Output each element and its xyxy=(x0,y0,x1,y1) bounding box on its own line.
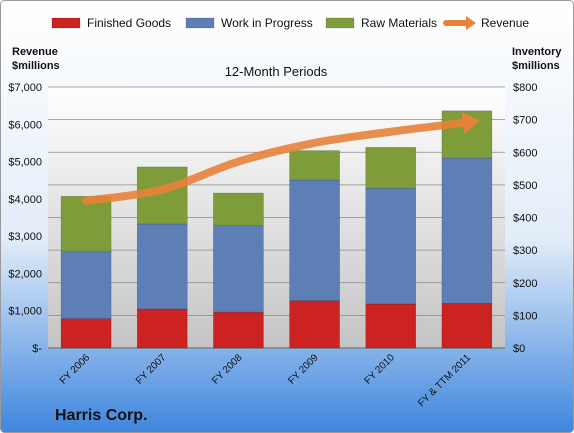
bar-finished-goods xyxy=(136,308,188,349)
company-name: Harris Corp. xyxy=(55,407,147,424)
right-axis-tick-label: $300 xyxy=(513,245,537,257)
bar-work-in-progress xyxy=(441,157,493,304)
left-axis-tick-label: $- xyxy=(32,343,42,355)
left-axis-tick-label: $3,000 xyxy=(8,231,42,243)
right-axis-tick-label: $100 xyxy=(513,310,537,322)
right-axis-tick-label: $700 xyxy=(513,115,537,127)
revenue-line xyxy=(82,118,471,205)
right-axis-tick-label: $800 xyxy=(513,82,537,94)
bar-finished-goods xyxy=(441,303,493,349)
chart-title: 12-Month Periods xyxy=(225,64,328,79)
legend-label-revenue: Revenue xyxy=(481,16,529,30)
legend-swatch-finished-goods xyxy=(51,17,81,29)
bar-raw-materials xyxy=(213,192,264,226)
left-axis-tick-label: $2,000 xyxy=(8,268,42,280)
bar-raw-materials xyxy=(365,147,417,189)
bar-raw-materials xyxy=(289,150,340,181)
bar-finished-goods xyxy=(289,300,340,349)
left-axis-label-line2: $millions xyxy=(12,60,60,72)
left-axis-tick-label: $7,000 xyxy=(8,82,42,94)
legend-label-finished-goods: Finished Goods xyxy=(87,16,171,30)
legend-swatch-work-in-progress xyxy=(185,17,215,29)
left-axis-tick-label: $4,000 xyxy=(8,194,42,206)
legend-label-raw-materials: Raw Materials xyxy=(361,16,437,30)
bar-work-in-progress xyxy=(136,223,188,310)
right-axis-tick-label: $400 xyxy=(513,213,537,225)
left-axis-tick-label: $1,000 xyxy=(8,306,42,318)
right-axis-tick-label: $0 xyxy=(513,343,525,355)
legend-arrow-revenue xyxy=(466,16,476,30)
right-axis-tick-label: $600 xyxy=(513,147,537,159)
bar-raw-materials xyxy=(60,195,112,253)
right-axis-label-line1: Inventory xyxy=(512,46,562,58)
right-axis-tick-label: $200 xyxy=(513,278,537,290)
legend-swatch-raw-materials xyxy=(325,17,355,29)
right-axis-label-line2: $millions xyxy=(512,60,560,72)
right-axis-tick-label: $500 xyxy=(513,180,537,192)
left-axis-tick-label: $6,000 xyxy=(8,119,42,131)
bar-work-in-progress xyxy=(60,251,112,319)
bar-work-in-progress xyxy=(365,187,417,305)
bar-work-in-progress xyxy=(213,225,264,313)
bar-finished-goods xyxy=(213,311,264,349)
revenue-arrowhead xyxy=(461,111,480,134)
bar-finished-goods xyxy=(60,318,112,349)
bar-work-in-progress xyxy=(289,179,340,301)
left-axis-label-line1: Revenue xyxy=(12,46,58,58)
legend-label-work-in-progress: Work in Progress xyxy=(221,16,313,30)
bar-finished-goods xyxy=(365,303,417,349)
left-axis-tick-label: $5,000 xyxy=(8,157,42,169)
